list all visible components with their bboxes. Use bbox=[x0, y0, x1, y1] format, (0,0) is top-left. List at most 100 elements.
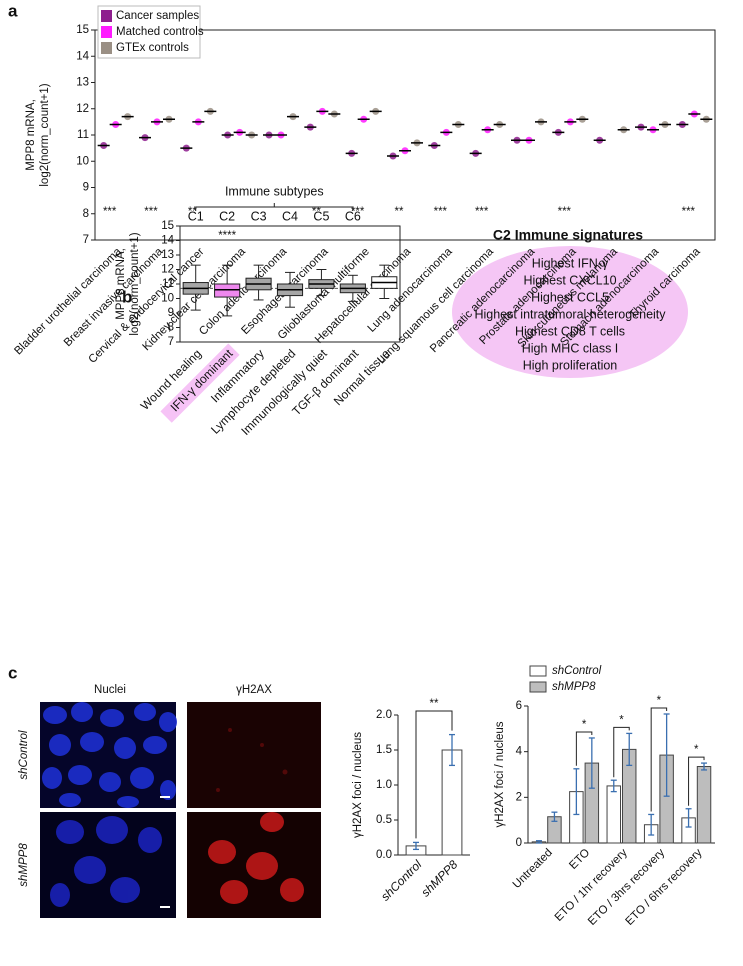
y-tick-label: 10 bbox=[161, 293, 174, 305]
significance: ** bbox=[312, 206, 321, 218]
y-tick-label: 15 bbox=[76, 24, 89, 36]
legend-label: GTEx controls bbox=[116, 42, 189, 54]
nuclei bbox=[42, 702, 177, 808]
significance-bracket bbox=[575, 731, 593, 766]
y-tick-label: 8 bbox=[168, 322, 174, 334]
x-tick-label: shControl bbox=[378, 857, 424, 903]
significance: *** bbox=[558, 206, 572, 218]
y-tick-label: 7 bbox=[83, 234, 89, 246]
significance: *** bbox=[475, 206, 489, 218]
signature-item: Highest CXCL10 bbox=[523, 273, 616, 287]
significance: * bbox=[582, 719, 587, 731]
signature-item: Highest CCL5 bbox=[531, 290, 609, 304]
image bbox=[187, 702, 321, 808]
signature-item: Highest CD8 T cells bbox=[515, 324, 625, 338]
y-tick-label: 4 bbox=[516, 746, 523, 758]
legend-label: Cancer samples bbox=[116, 10, 199, 22]
signature-item: Highest IFN-γ bbox=[532, 256, 609, 270]
y-tick-label: 2.0 bbox=[376, 709, 392, 721]
nuclei bbox=[50, 816, 162, 907]
legend-box bbox=[97, 5, 201, 59]
subtype-code: C1 bbox=[188, 209, 204, 223]
foci bbox=[216, 728, 288, 792]
signature-item: High proliferation bbox=[523, 358, 618, 372]
y-tick-label: 8 bbox=[83, 208, 89, 220]
legend-label: shControl bbox=[552, 665, 602, 677]
y-axis-label: γH2AX foci / nucleus bbox=[494, 721, 506, 827]
x-tick-label: ETO bbox=[567, 847, 592, 872]
significance-bracket bbox=[613, 726, 630, 778]
x-tick-label: shMPP8 bbox=[418, 857, 460, 899]
significance: *** bbox=[434, 206, 448, 218]
x-tick-label: Lung adenocarcinoma bbox=[366, 245, 455, 334]
significance: *** bbox=[103, 206, 117, 218]
legend-label: shMPP8 bbox=[552, 681, 596, 693]
significance: **** bbox=[218, 230, 236, 242]
subtype-code: C5 bbox=[313, 209, 329, 223]
significance: ** bbox=[430, 698, 439, 710]
bracket bbox=[195, 203, 354, 211]
significance: *** bbox=[682, 206, 696, 218]
significance: *** bbox=[144, 206, 158, 218]
y-tick-label: 1.5 bbox=[376, 744, 392, 756]
y-tick-label: 13 bbox=[161, 249, 174, 261]
signature-item: High MHC class I bbox=[522, 341, 619, 355]
y-tick-label: 6 bbox=[516, 700, 522, 712]
legend-swatch bbox=[101, 26, 112, 38]
y-tick-label: 1.0 bbox=[376, 779, 392, 791]
y-tick-label: 9 bbox=[168, 307, 174, 319]
image-row-label: shControl bbox=[18, 730, 30, 780]
y-tick-label: 0.5 bbox=[376, 814, 392, 826]
significance: ** bbox=[395, 206, 404, 218]
y-tick-label: 2 bbox=[516, 791, 522, 803]
foci bbox=[208, 812, 304, 904]
bar bbox=[696, 766, 712, 844]
y-axis-label: log2(norm_count+1) bbox=[39, 83, 51, 186]
panel-label: a bbox=[8, 1, 18, 20]
signature-item: Highest intratumoral heterogeneity bbox=[474, 307, 666, 321]
y-tick-label: 10 bbox=[76, 155, 89, 167]
x-tick-label: ETO / 6hrs recovery bbox=[623, 847, 704, 928]
y-tick-label: 7 bbox=[168, 336, 174, 348]
y-tick-label: 15 bbox=[161, 220, 174, 232]
y-tick-label: 14 bbox=[76, 50, 89, 62]
significance-bracket bbox=[415, 710, 453, 839]
group-label: Immune subtypes bbox=[225, 184, 324, 198]
significance-bracket bbox=[688, 756, 705, 806]
x-tick-label: Untreated bbox=[511, 847, 555, 891]
label-highlight bbox=[160, 343, 240, 423]
significance-bracket bbox=[650, 707, 668, 812]
y-tick-label: 12 bbox=[161, 264, 174, 276]
legend-swatch bbox=[529, 681, 547, 693]
y-tick-label: 12 bbox=[76, 103, 89, 115]
legend-swatch bbox=[529, 665, 547, 677]
y-axis-label: γH2AX foci / nucleus bbox=[352, 732, 364, 838]
y-tick-label: 9 bbox=[83, 182, 89, 194]
subtype-code: C6 bbox=[345, 209, 361, 223]
signature-ellipse bbox=[452, 246, 688, 378]
y-tick-label: 0 bbox=[516, 837, 522, 849]
legend-swatch bbox=[101, 42, 112, 54]
bar bbox=[606, 785, 622, 844]
y-axis-label: MPP8 mRNA, bbox=[115, 248, 127, 320]
y-tick-label: 14 bbox=[161, 235, 174, 247]
signature-box: C2 Immune signatures bbox=[452, 227, 688, 378]
micrographs: Nuclei γH2AX shControl shMPP8 bbox=[18, 684, 321, 918]
y-tick-label: 11 bbox=[162, 278, 174, 290]
subtype-code: C4 bbox=[282, 209, 298, 223]
legend-swatch bbox=[101, 10, 112, 22]
legend-label: Matched controls bbox=[116, 26, 204, 38]
y-axis-label: MPP8 mRNA, bbox=[25, 99, 37, 171]
significance: * bbox=[619, 714, 624, 726]
subtype-code: C2 bbox=[219, 209, 235, 223]
signature-title: C2 Immune signatures bbox=[493, 227, 643, 243]
significance: * bbox=[657, 695, 662, 707]
image-column-label: Nuclei bbox=[94, 684, 126, 696]
significance: * bbox=[694, 744, 699, 756]
panel-label: c bbox=[8, 663, 17, 682]
y-tick-label: 13 bbox=[76, 77, 89, 89]
image-column-label: γH2AX bbox=[236, 684, 272, 696]
y-tick-label: 11 bbox=[77, 129, 89, 141]
significance: ** bbox=[188, 206, 197, 218]
